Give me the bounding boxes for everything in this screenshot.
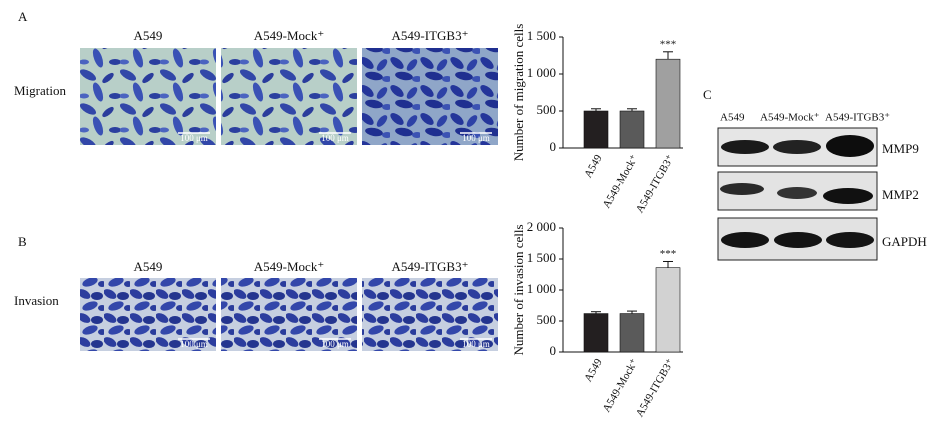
column-header: A549-Mock⁺ — [254, 28, 324, 43]
y-tick-label: 500 — [537, 312, 557, 327]
scale-bar-label: 100 μm — [462, 339, 490, 349]
y-axis-label: Number of invasion cells — [511, 224, 526, 355]
row-label: Invasion — [14, 293, 59, 308]
band — [720, 183, 764, 195]
panel-letter: B — [18, 234, 27, 249]
column-header: A549-ITGB3⁺ — [392, 259, 469, 274]
band — [721, 232, 769, 248]
scale-bar-label: 100 μm — [462, 133, 490, 143]
bar — [583, 313, 609, 353]
protein-label: MMP2 — [882, 187, 919, 202]
band — [773, 140, 821, 154]
western-blot: C A549 A549-Mock⁺ A549-ITGB3⁺ MMP9 MMP2 … — [703, 87, 927, 261]
x-tick-label: A549-ITGB3⁺ — [634, 153, 677, 216]
bar — [655, 58, 681, 149]
micrograph — [362, 48, 498, 145]
column-header: A549 — [134, 259, 163, 274]
micrograph — [80, 48, 216, 145]
significance: *** — [660, 38, 677, 50]
panel-letter: C — [703, 87, 712, 102]
y-tick-label: 0 — [550, 343, 557, 358]
y-axis-label: Number of migration cells — [511, 24, 526, 162]
scale-bar-label: 100 μm — [321, 133, 349, 143]
band — [777, 187, 817, 199]
x-tick-label: A549-Mock⁺ — [601, 153, 641, 211]
scale-bar-label: 100 μm — [180, 339, 208, 349]
band — [826, 232, 874, 248]
lane-label: A549-ITGB3⁺ — [825, 112, 890, 124]
y-tick-label: 1 000 — [527, 65, 556, 80]
band — [826, 135, 874, 157]
scale-bar-label: 100 μm — [180, 133, 208, 143]
panel-letter: A — [18, 9, 28, 24]
x-tick-label: A549 — [582, 356, 605, 384]
band — [823, 188, 873, 204]
y-tick-label: 1 000 — [527, 281, 556, 296]
y-tick-label: 500 — [537, 102, 557, 117]
column-header: A549-Mock⁺ — [254, 259, 324, 274]
column-header: A549-ITGB3⁺ — [392, 28, 469, 43]
y-tick-label: 2 000 — [527, 219, 556, 234]
row-label: Migration — [14, 83, 66, 98]
bar — [619, 110, 645, 149]
lane-label: A549 — [720, 112, 745, 124]
protein-label: MMP9 — [882, 141, 919, 156]
x-tick-label: A549-Mock⁺ — [601, 357, 641, 415]
x-tick-label: A549 — [582, 152, 605, 180]
bar — [655, 267, 681, 353]
significance: *** — [660, 248, 677, 260]
band — [721, 140, 769, 154]
x-tick-label: A549-ITGB3⁺ — [634, 357, 677, 420]
micrograph-panels: A Migration A549 100 μm A549-Mock⁺ 100 μm A549… — [14, 9, 498, 351]
bar — [619, 313, 645, 353]
y-tick-label: 1 500 — [527, 250, 556, 265]
column-header: A549 — [134, 28, 163, 43]
scale-bar-label: 100 μm — [321, 339, 349, 349]
y-tick-label: 1 500 — [527, 28, 556, 43]
protein-label: GAPDH — [882, 234, 927, 249]
lane-label: A549-Mock⁺ — [760, 112, 820, 124]
band — [774, 232, 822, 248]
bar — [583, 110, 609, 149]
y-tick-label: 0 — [550, 139, 557, 154]
micrograph — [221, 48, 357, 145]
